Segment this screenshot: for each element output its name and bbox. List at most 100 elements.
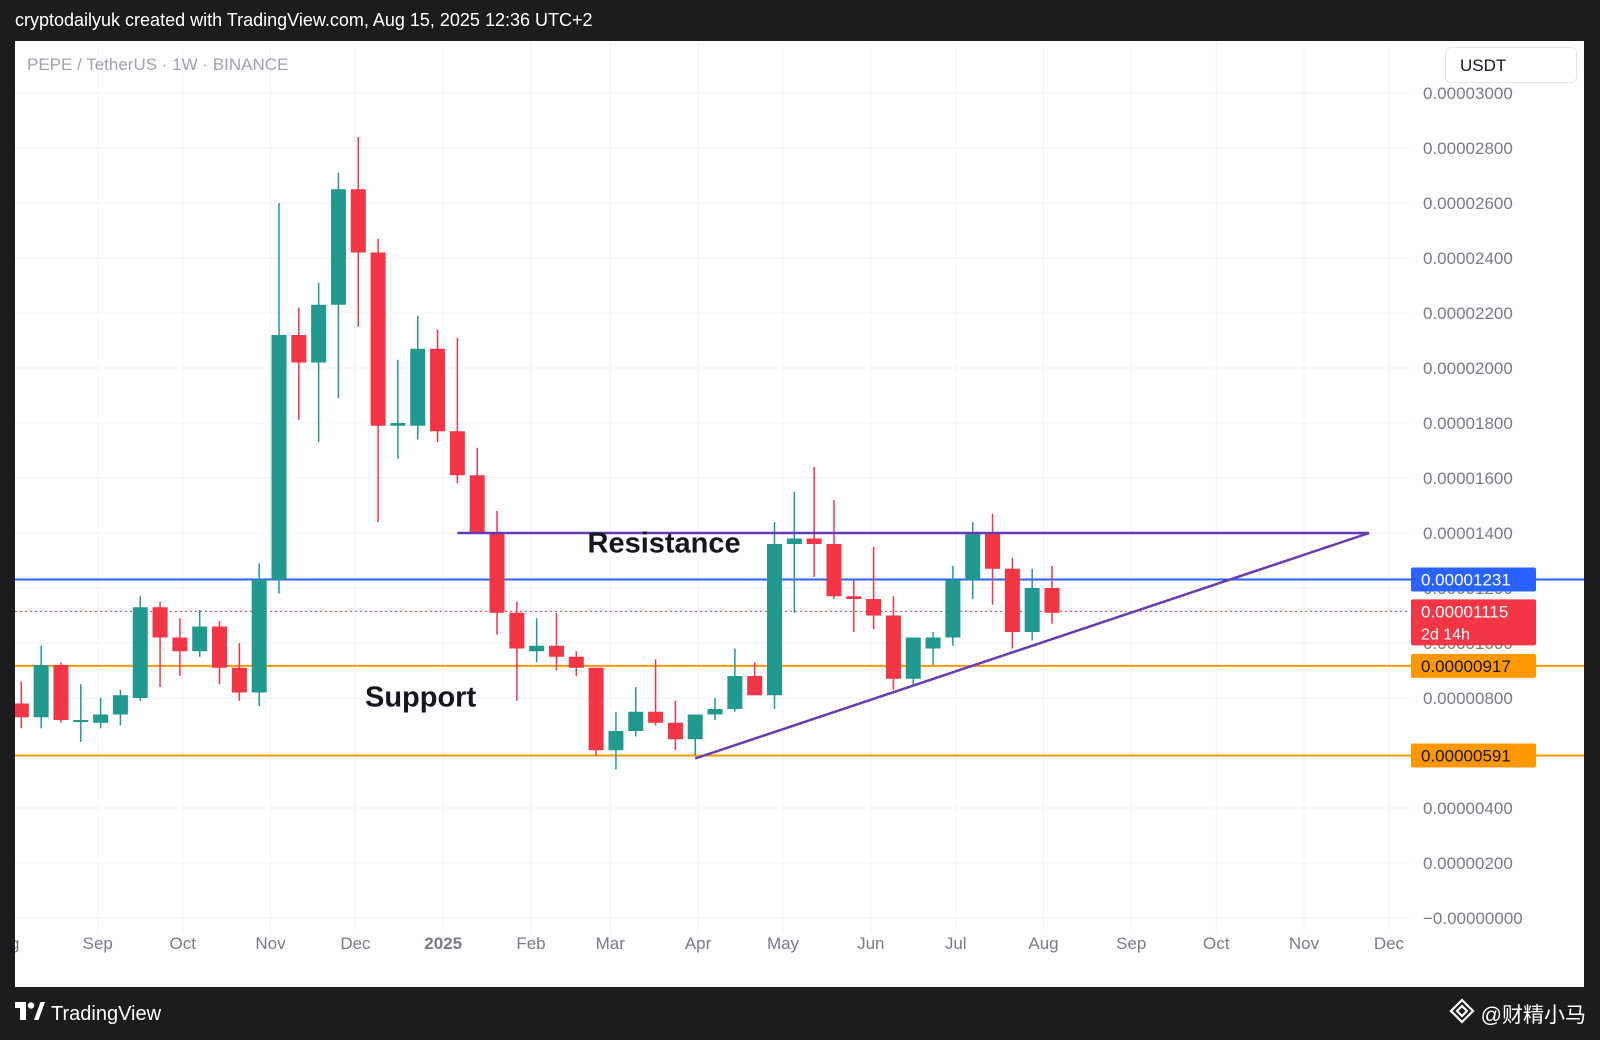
candle-body-up: [73, 720, 89, 722]
x-tick-label: 2025: [424, 934, 462, 953]
candle-body-down: [469, 475, 485, 533]
candle-body-up: [251, 579, 267, 693]
candle-body-down: [1004, 568, 1020, 632]
candle-body-up: [410, 348, 426, 426]
candle-body-up: [965, 533, 981, 580]
candle-body-down: [53, 665, 69, 720]
y-tick-label: 0.00001600: [1423, 469, 1513, 488]
candle-body-down: [747, 676, 763, 696]
candle-body-down: [885, 615, 901, 679]
candle-body-down: [172, 637, 188, 652]
support-line-lower-tag: [1411, 743, 1536, 768]
candlestick-series: [15, 137, 1060, 770]
price-chart[interactable]: 0.00003000 0.00002800 0.00002600 0.00002400…: [15, 41, 1584, 987]
attribution-text: cryptodailyuk created with TradingView.c…: [15, 10, 593, 30]
candle-body-up: [608, 731, 624, 751]
countdown-label: 2d 14h: [1421, 626, 1470, 643]
x-tick-label: May: [767, 934, 800, 953]
x-tick-label: Oct: [1203, 934, 1230, 953]
candle-body-up: [945, 579, 961, 638]
x-tick-label: Oct: [169, 934, 196, 953]
candle-body-up: [727, 676, 743, 709]
candle-body-up: [330, 189, 346, 305]
candle-body-up: [1024, 588, 1040, 632]
x-tick-label: Apr: [685, 934, 712, 953]
y-tick-label: 0.00002200: [1423, 304, 1513, 323]
x-tick-label: ug: [15, 934, 19, 953]
candle-body-down: [548, 645, 564, 657]
support-line-upper-tag: [1411, 653, 1536, 678]
y-tick-label: 0.00000200: [1423, 854, 1513, 873]
x-tick-label: Aug: [1028, 934, 1058, 953]
x-tick-label: Sep: [83, 934, 113, 953]
attribution-bar: cryptodailyuk created with TradingView.c…: [0, 0, 1600, 41]
x-axis-labels: ug Sep Oct Nov Dec 2025 Feb Mar Apr May Jun Jul Aug S…: [15, 934, 1405, 953]
candle-body-up: [192, 626, 208, 652]
y-tick-label: 0.00003000: [1423, 84, 1513, 103]
candle-body-up: [132, 607, 148, 698]
annotations: Resistance Support: [365, 527, 741, 713]
candle-body-down: [350, 189, 366, 253]
blue-level-line-tag-label: 0.00001231: [1421, 570, 1511, 589]
candle-body-up: [311, 304, 327, 363]
support-line-upper-tag-label: 0.00000917: [1421, 657, 1511, 676]
y-tick-label: 0.00000800: [1423, 689, 1513, 708]
candle-body-down: [212, 626, 228, 668]
candle-body-up: [925, 637, 941, 649]
trend-drawings: [457, 531, 1370, 760]
x-tick-label: Jun: [857, 934, 884, 953]
candle-body-down: [449, 431, 465, 476]
candle-body-up: [112, 695, 128, 715]
candle-body-down: [667, 722, 683, 740]
support-annotation: Support: [365, 681, 476, 713]
candle-body-down: [231, 667, 247, 693]
watermark: @财精小马: [1449, 998, 1586, 1029]
y-tick-label: 0.00002000: [1423, 359, 1513, 378]
candle-body-up: [271, 335, 287, 580]
candle-body-down: [291, 335, 307, 363]
x-tick-label: Feb: [516, 934, 545, 953]
x-tick-label: Sep: [1116, 934, 1146, 953]
blue-level-line-tag: [1411, 567, 1536, 592]
candle-body-up: [93, 714, 109, 723]
y-tick-label: 0.00002400: [1423, 249, 1513, 268]
resistance-annotation: Resistance: [588, 527, 741, 559]
chart-panel[interactable]: 0.00003000 0.00002800 0.00002600 0.00002400…: [15, 41, 1584, 987]
candle-body-down: [489, 533, 505, 613]
tradingview-logo-icon: [15, 1002, 45, 1026]
y-axis-labels: 0.00003000 0.00002800 0.00002600 0.00002400…: [1423, 84, 1523, 928]
y-tick-label: 0.00001800: [1423, 414, 1513, 433]
candle-body-up: [786, 538, 802, 544]
candle-body-up: [707, 709, 723, 715]
ascending-trend-line: [694, 531, 1370, 760]
price-tags: 0.00001231 0.00000917 0.00000591 0.00001115…: [1411, 567, 1536, 768]
y-tick-label: 0.00002600: [1423, 194, 1513, 213]
candle-body-down: [1044, 588, 1060, 613]
y-tick-label: 0.00000400: [1423, 799, 1513, 818]
candle-body-down: [846, 596, 862, 599]
candle-body-down: [826, 544, 842, 597]
candle-body-down: [15, 703, 29, 718]
x-tick-label: Jul: [945, 934, 967, 953]
horizontal-levels: [15, 578, 1584, 757]
symbol-label: PEPE / TetherUS · 1W · BINANCE: [27, 55, 289, 74]
x-tick-label: Nov: [255, 934, 286, 953]
candle-body-up: [905, 637, 921, 679]
candle-body-up: [767, 544, 783, 696]
x-tick-label: Nov: [1289, 934, 1320, 953]
current-price-tag-label: 0.00001115: [1421, 602, 1508, 621]
candle-body-down: [568, 656, 584, 668]
grid-lines: [15, 41, 1410, 933]
tradingview-logo[interactable]: TradingView: [15, 999, 161, 1029]
candle-body-down: [152, 607, 168, 638]
candle-body-down: [588, 667, 604, 751]
currency-button[interactable]: USDT: [1445, 47, 1577, 83]
candle-body-up: [33, 665, 49, 718]
candle-body-down: [648, 711, 664, 723]
x-tick-label: Dec: [1374, 934, 1405, 953]
support-line-lower-tag-label: 0.00000591: [1421, 746, 1511, 765]
candle-body-up: [687, 714, 703, 740]
candle-body-down: [430, 348, 446, 432]
y-tick-label: 0.00001400: [1423, 524, 1513, 543]
footer-bar: TradingView @财精小马: [0, 987, 1600, 1040]
